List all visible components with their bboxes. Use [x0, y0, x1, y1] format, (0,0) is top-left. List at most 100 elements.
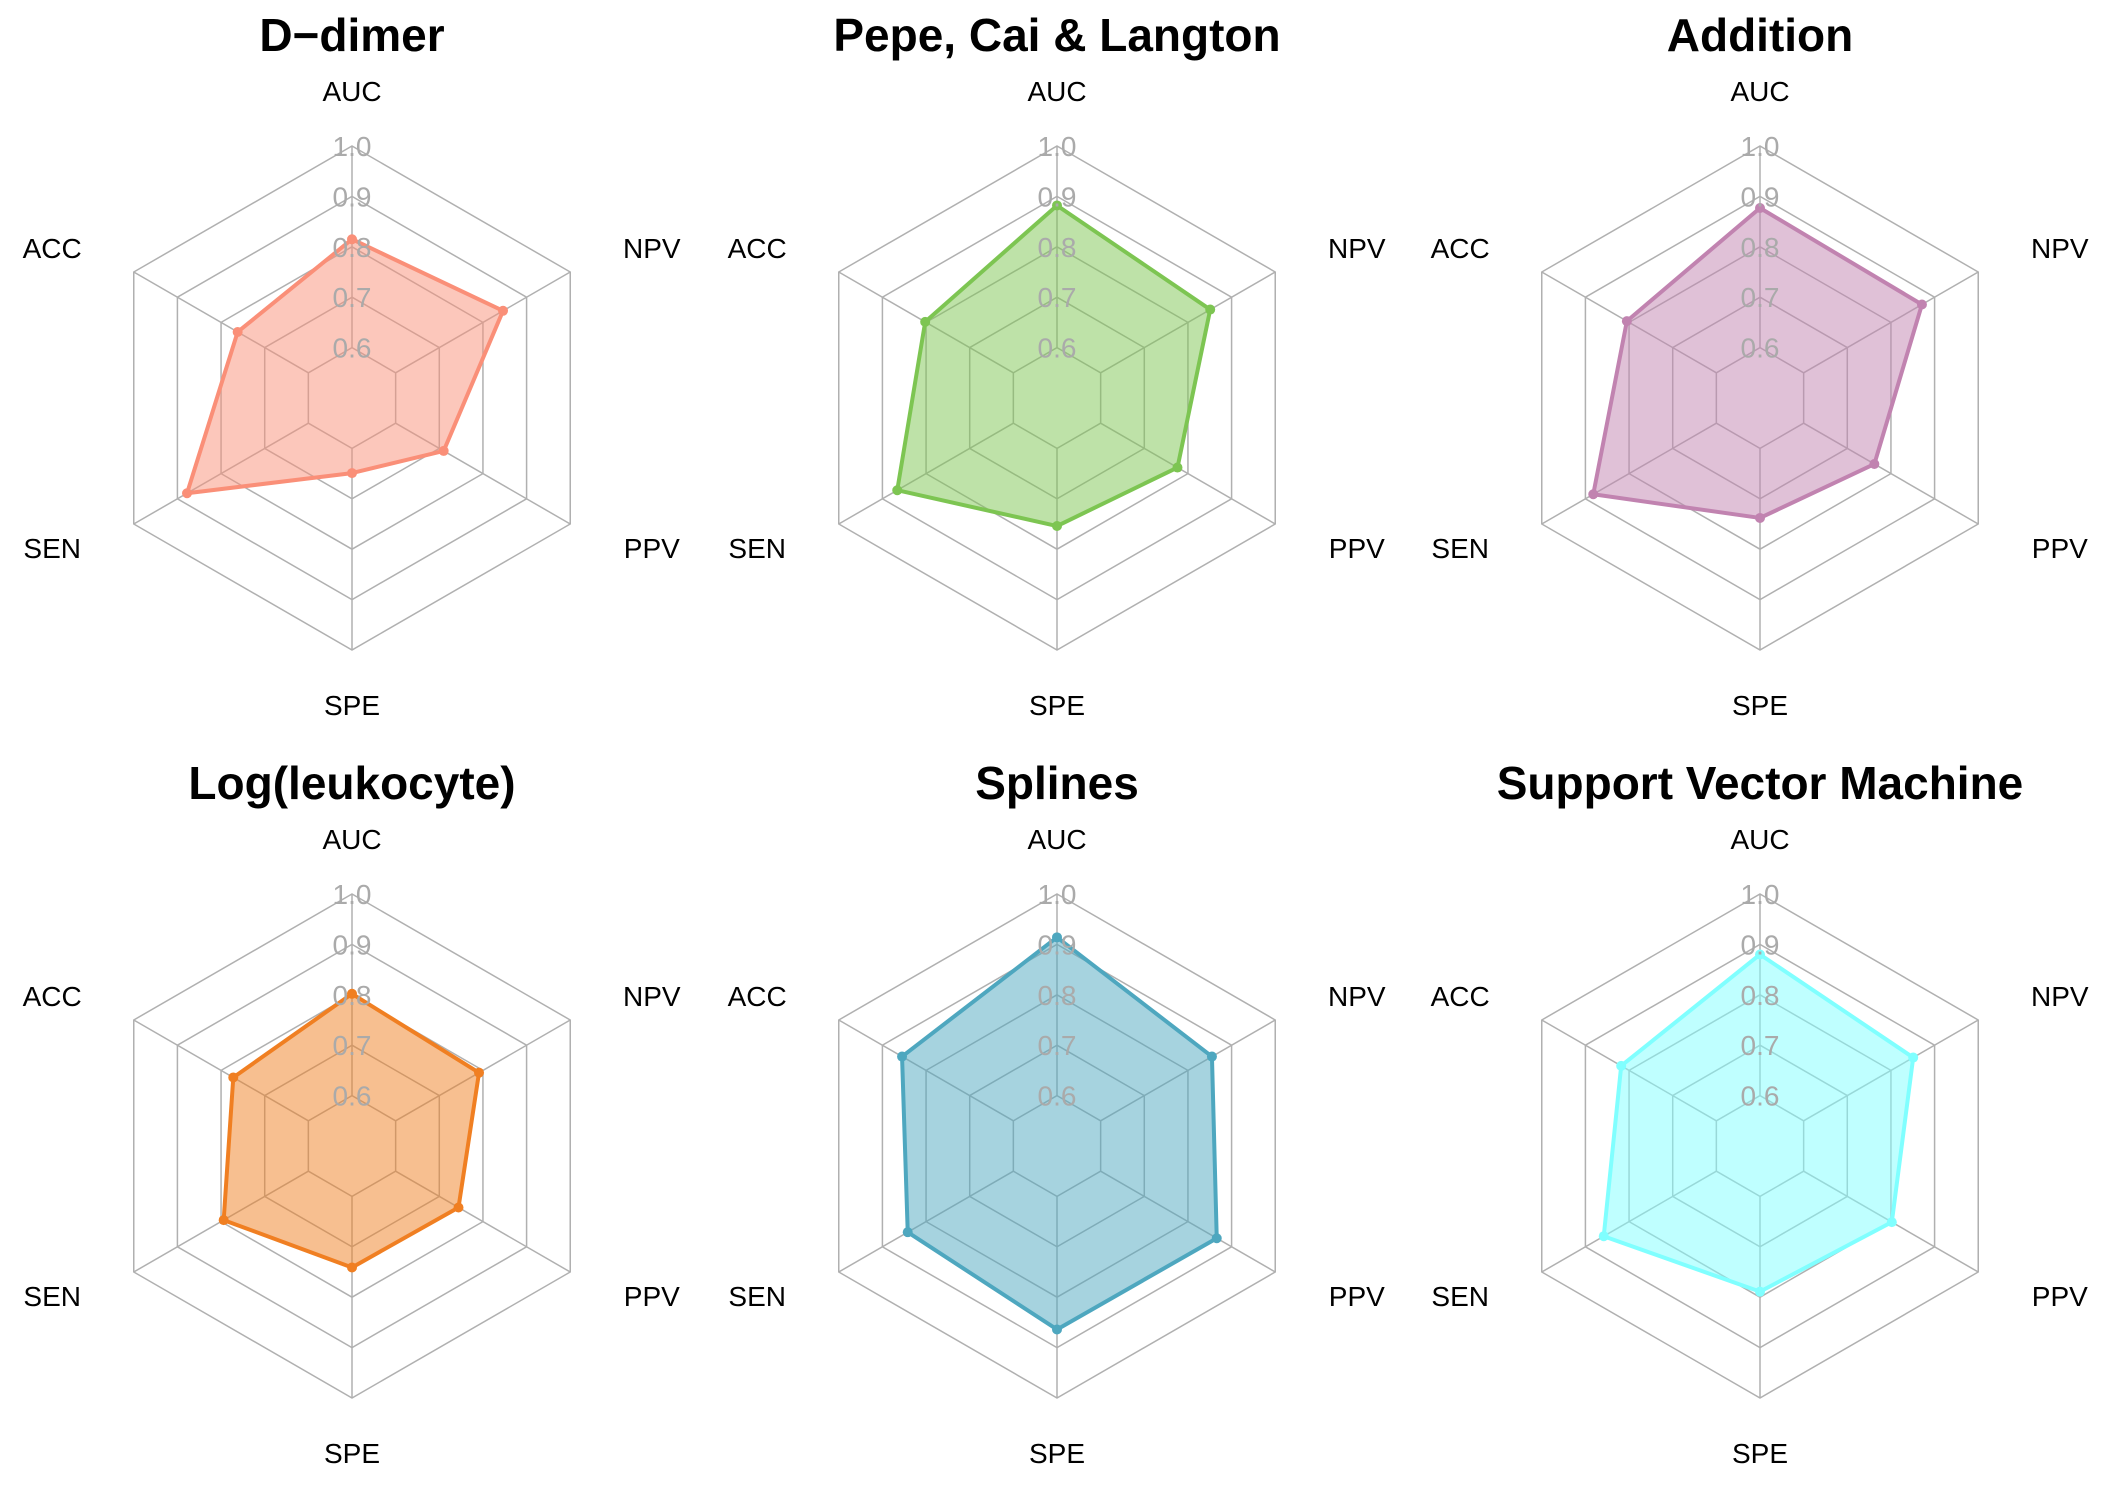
axis-label-spe: SPE — [1732, 1438, 1788, 1469]
data-point-sen — [902, 1227, 913, 1238]
data-point-ppv — [1886, 1217, 1897, 1228]
data-point-acc — [920, 316, 931, 327]
axis-label-acc: ACC — [23, 981, 82, 1012]
data-point-acc — [897, 1051, 908, 1062]
data-point-npv — [474, 1067, 485, 1078]
tick-label: 0.6 — [333, 1081, 372, 1112]
axis-label-npv: NPV — [623, 981, 681, 1012]
tick-label: 0.9 — [1741, 181, 1780, 212]
data-point-sen — [218, 1215, 229, 1226]
data-point-spe — [1052, 1324, 1062, 1335]
tick-label: 1.0 — [1741, 879, 1780, 910]
data-area — [185, 237, 506, 496]
axis-label-spe: SPE — [1732, 690, 1788, 721]
axis-label-ppv: PPV — [624, 1281, 680, 1312]
axis-label-spe: SPE — [324, 1438, 380, 1469]
data-point-sen — [1598, 1231, 1609, 1242]
data-point-npv — [1206, 1051, 1217, 1062]
axis-label-sen: SEN — [728, 533, 786, 564]
axis-label-sen: SEN — [23, 533, 81, 564]
chart-title: Addition — [1667, 9, 1854, 61]
tick-label: 0.9 — [333, 181, 372, 212]
axis-label-acc: ACC — [1431, 981, 1490, 1012]
chart-title: Log(leukocyte) — [188, 757, 515, 809]
data-point-ppv — [453, 1202, 464, 1213]
tick-label: 0.6 — [1038, 333, 1077, 364]
tick-label: 0.9 — [333, 929, 372, 960]
radar-chart: Pepe, Cai & Langton 0.6 0.7 0.8 0.9 1.0 AUC NPV… — [728, 9, 1386, 721]
data-point-spe — [1755, 1286, 1765, 1297]
tick-label: 1.0 — [333, 879, 372, 910]
axis-label-auc: AUC — [322, 76, 381, 107]
data-point-auc — [1052, 932, 1062, 943]
data-point-auc — [1755, 202, 1765, 213]
data-point-ppv — [438, 445, 449, 456]
axis-label-npv: NPV — [1328, 233, 1386, 264]
data-point-spe — [1755, 512, 1765, 523]
data-point-npv — [1205, 304, 1216, 315]
data-point-spe — [347, 468, 357, 479]
data-point-acc — [228, 1072, 239, 1083]
data-point-acc — [1616, 1060, 1627, 1071]
data-point-acc — [1621, 316, 1632, 327]
chart-title: Support Vector Machine — [1497, 757, 2024, 809]
tick-label: 0.7 — [1038, 1030, 1077, 1061]
tick-label: 0.9 — [1038, 929, 1077, 960]
tick-label: 0.6 — [1741, 1081, 1780, 1112]
tick-label: 0.8 — [333, 980, 372, 1011]
axis-label-sen: SEN — [1431, 533, 1489, 564]
data-point-sen — [1588, 489, 1599, 500]
axis-label-sen: SEN — [23, 1281, 81, 1312]
axis-label-auc: AUC — [1730, 824, 1789, 855]
tick-label: 1.0 — [1038, 879, 1077, 910]
data-point-npv — [1908, 1052, 1919, 1063]
data-point-sen — [182, 488, 193, 499]
radar-chart: Splines 0.6 0.7 0.8 0.9 1.0 AUC NPV PPV SPE SEN ACC — [728, 757, 1386, 1469]
axis-label-acc: ACC — [728, 233, 787, 264]
tick-label: 0.7 — [333, 1030, 372, 1061]
tick-label: 0.8 — [1741, 980, 1780, 1011]
axis-label-ppv: PPV — [624, 533, 680, 564]
data-point-auc — [347, 988, 357, 999]
chart-title: Splines — [975, 757, 1139, 809]
tick-label: 0.6 — [1741, 333, 1780, 364]
tick-label: 0.9 — [1038, 181, 1077, 212]
tick-label: 0.8 — [1038, 232, 1077, 263]
axis-label-acc: ACC — [1431, 233, 1490, 264]
data-point-npv — [1916, 299, 1927, 310]
data-point-spe — [347, 1262, 357, 1273]
axis-label-npv: NPV — [623, 233, 681, 264]
tick-label: 0.7 — [1741, 1030, 1780, 1061]
tick-label: 0.7 — [333, 282, 372, 313]
axis-label-ppv: PPV — [1329, 533, 1385, 564]
chart-title: Pepe, Cai & Langton — [833, 9, 1280, 61]
chart-title: D−dimer — [259, 9, 444, 61]
axis-label-auc: AUC — [322, 824, 381, 855]
data-point-auc — [347, 234, 357, 245]
tick-label: 0.6 — [333, 333, 372, 364]
data-point-acc — [232, 326, 243, 337]
radar-chart: Log(leukocyte) 0.6 0.7 0.8 0.9 1.0 AUC NPV PPV SP… — [23, 757, 681, 1469]
tick-label: 0.8 — [1741, 232, 1780, 263]
radar-chart: Support Vector Machine 0.6 0.7 0.8 0.9 1.0 AUC… — [1431, 757, 2089, 1469]
data-point-sen — [892, 485, 903, 496]
tick-label: 0.8 — [1038, 980, 1077, 1011]
tick-label: 1.0 — [1038, 131, 1077, 162]
tick-label: 0.7 — [1038, 282, 1077, 313]
data-point-spe — [1052, 521, 1062, 532]
data-point-npv — [498, 305, 509, 316]
axis-label-npv: NPV — [1328, 981, 1386, 1012]
axis-label-acc: ACC — [23, 233, 82, 264]
axis-label-ppv: PPV — [2032, 533, 2088, 564]
axis-label-auc: AUC — [1730, 76, 1789, 107]
tick-label: 1.0 — [333, 131, 372, 162]
axis-label-acc: ACC — [728, 981, 787, 1012]
axis-label-ppv: PPV — [1329, 1281, 1385, 1312]
data-point-auc — [1052, 200, 1062, 211]
tick-label: 0.9 — [1741, 929, 1780, 960]
tick-label: 0.7 — [1741, 282, 1780, 313]
axis-label-npv: NPV — [2031, 981, 2089, 1012]
axis-label-sen: SEN — [728, 1281, 786, 1312]
tick-label: 0.6 — [1038, 1081, 1077, 1112]
